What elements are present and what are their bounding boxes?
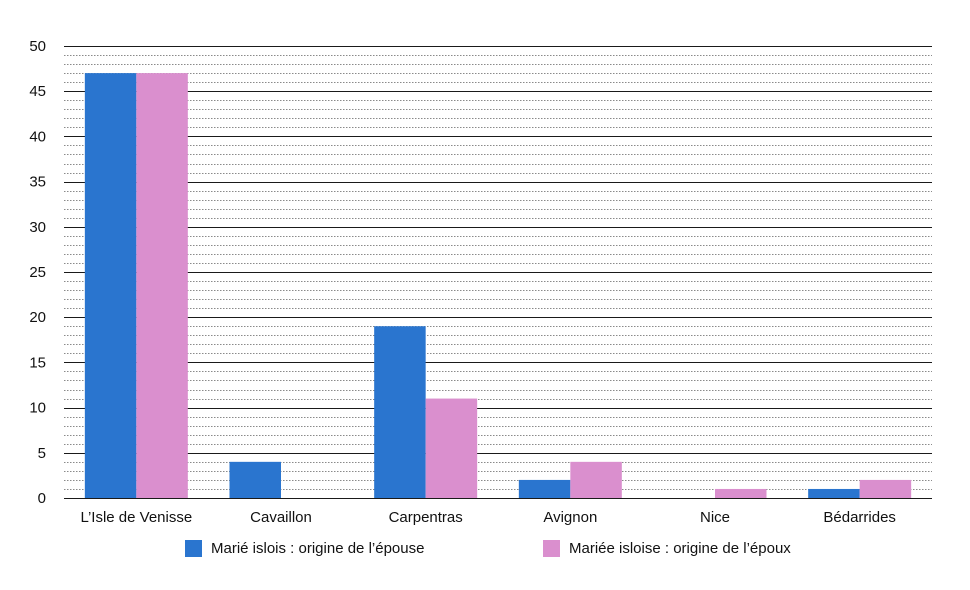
bar-series-1-3 <box>518 479 571 498</box>
legend-item-series-2: Mariée isloise : origine de l’époux <box>543 540 791 557</box>
bar-series-1-0 <box>84 73 137 499</box>
bar-series-1-2 <box>374 326 426 498</box>
bar-series-2-2 <box>425 398 478 498</box>
bar-series-1-5 <box>808 488 860 498</box>
bar-series-2-5 <box>859 479 912 498</box>
bar-series-2-3 <box>570 461 622 498</box>
x-tick-label: Avignon <box>543 509 597 526</box>
bar-series-2-4 <box>715 488 767 498</box>
bar-chart: 0 5 10 15 20 25 30 35 40 45 50 L’Isle de Venisse Ca… <box>29 38 932 526</box>
bars <box>84 73 912 499</box>
legend-swatch-series-2 <box>543 540 560 557</box>
x-tick-label: Nice <box>700 509 730 526</box>
bar-series-2-0 <box>136 73 188 499</box>
y-tick-label: 15 <box>29 354 46 371</box>
x-tick-label: Carpentras <box>389 509 463 526</box>
legend-label-series-1: Marié islois : origine de l’épouse <box>211 540 425 557</box>
legend-label-series-2: Mariée isloise : origine de l’époux <box>569 540 791 557</box>
x-axis-ticks: L’Isle de Venisse Cavaillon Carpentras Avig… <box>80 509 895 526</box>
y-tick-label: 10 <box>29 400 46 417</box>
x-tick-label: L’Isle de Venisse <box>80 509 192 526</box>
y-tick-label: 25 <box>29 264 46 281</box>
x-tick-label: Cavaillon <box>250 509 312 526</box>
y-tick-label: 45 <box>29 83 46 100</box>
y-axis-ticks: 0 5 10 15 20 25 30 35 40 45 50 <box>29 38 46 507</box>
y-tick-label: 0 <box>38 490 46 507</box>
y-tick-label: 35 <box>29 174 46 191</box>
legend-item-series-1: Marié islois : origine de l’épouse <box>185 540 424 557</box>
legend: Marié islois : origine de l’épouse Marié… <box>0 540 970 564</box>
x-tick-label: Bédarrides <box>823 509 896 526</box>
y-tick-label: 30 <box>29 219 46 236</box>
y-tick-label: 40 <box>29 128 46 145</box>
bar-series-1-1 <box>229 461 281 498</box>
legend-swatch-series-1 <box>185 540 202 557</box>
y-tick-label: 20 <box>29 309 46 326</box>
y-tick-label: 5 <box>38 445 46 462</box>
grid-lines <box>64 46 932 499</box>
y-tick-label: 50 <box>29 38 46 55</box>
